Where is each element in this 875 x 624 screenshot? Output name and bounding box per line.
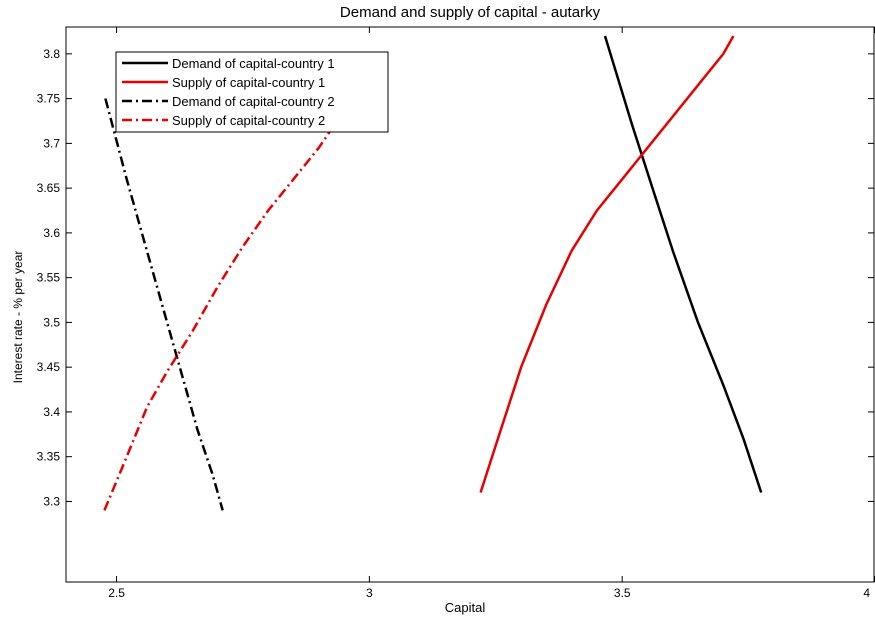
- y-tick-label: 3.75: [37, 92, 61, 106]
- y-tick-label: 3.4: [43, 405, 60, 419]
- series-line-4: [103, 124, 336, 511]
- y-axis-label: Interest rate - % per year: [11, 251, 25, 384]
- y-tick-label: 3.6: [43, 226, 60, 240]
- x-tick-label: 3: [366, 586, 373, 600]
- y-tick-label: 3.3: [43, 494, 60, 508]
- legend: Demand of capital-country 1 Supply of cap…: [115, 51, 389, 133]
- y-tick-label: 3.65: [37, 181, 61, 195]
- x-tick-label: 2.5: [108, 586, 125, 600]
- chart-title: Demand and supply of capital - autarky: [340, 4, 601, 21]
- series-layer: [103, 35, 763, 511]
- series-line-2: [479, 35, 735, 493]
- x-axis-ticks: 2.5 3 3.5 4: [108, 27, 875, 600]
- legend-label-2: Supply of capital-country 1: [172, 75, 325, 90]
- plot-area: [65, 26, 875, 583]
- x-tick-label: 4: [863, 586, 870, 600]
- y-tick-label: 3.45: [37, 360, 61, 374]
- legend-label-1: Demand of capital-country 1: [172, 56, 335, 71]
- y-tick-label: 3.35: [37, 450, 61, 464]
- y-axis-ticks: 3.3 3.35 3.4 3.45 3.5 3.55 3.6 3.65 3.7 3.75 3.8: [37, 47, 874, 508]
- y-tick-label: 3.5: [43, 315, 60, 329]
- x-axis-label: Capital: [445, 600, 486, 615]
- series-line-3: [104, 98, 224, 511]
- y-tick-label: 3.8: [43, 47, 60, 61]
- x-tick-label: 3.5: [614, 586, 631, 600]
- y-tick-label: 3.7: [43, 136, 60, 150]
- y-tick-label: 3.55: [37, 271, 61, 285]
- legend-box: [115, 51, 389, 133]
- series-line-1: [603, 35, 763, 493]
- legend-label-3: Demand of capital-country 2: [172, 94, 335, 109]
- legend-label-4: Supply of capital-country 2: [172, 113, 325, 128]
